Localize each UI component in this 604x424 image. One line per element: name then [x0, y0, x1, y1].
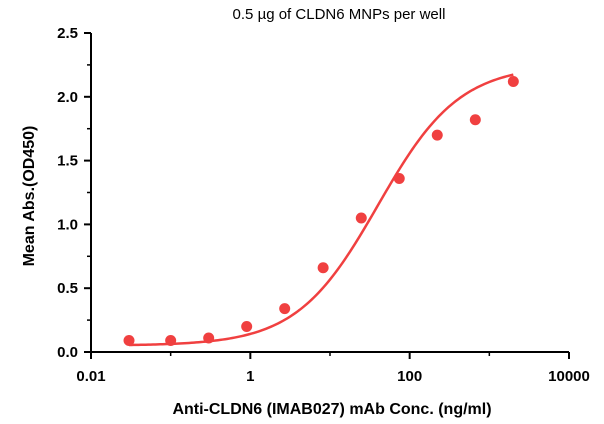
x-axis-label: Anti-CLDN6 (IMAB027) mAb Conc. (ng/ml) [172, 401, 491, 418]
x-tick-label: 10000 [548, 368, 590, 385]
fit-curve-line [128, 73, 514, 347]
data-points-layer [123, 75, 519, 347]
data-point [317, 262, 329, 274]
data-point [507, 75, 519, 87]
y-tick-label: 0.0 [57, 344, 78, 361]
y-axis-label: Mean Abs.(OD450) [21, 126, 38, 267]
axes: 0.0 0.5 1.0 1.5 2.0 2.5 0.01 1 100 10000 [57, 25, 590, 385]
x-tick-label: 0.01 [76, 368, 105, 385]
data-point [203, 332, 215, 344]
data-point [469, 114, 481, 126]
y-tick-label: 2.5 [57, 25, 78, 42]
data-point [355, 212, 367, 224]
fit-curve-layer [128, 73, 514, 347]
data-point [431, 129, 443, 141]
data-point [165, 335, 177, 347]
x-tick-label: 100 [397, 368, 422, 385]
y-tick-label: 1.0 [57, 216, 78, 233]
data-point [393, 172, 405, 184]
y-tick-label: 0.5 [57, 280, 78, 297]
data-point [279, 303, 291, 315]
y-tick-label: 1.5 [57, 153, 78, 170]
x-tick-label: 1 [246, 368, 254, 385]
chart-title: 0.5 µg of CLDN6 MNPs per well [233, 6, 446, 23]
y-tick-label: 2.0 [57, 89, 78, 106]
data-point [123, 335, 135, 347]
data-point [241, 320, 253, 332]
